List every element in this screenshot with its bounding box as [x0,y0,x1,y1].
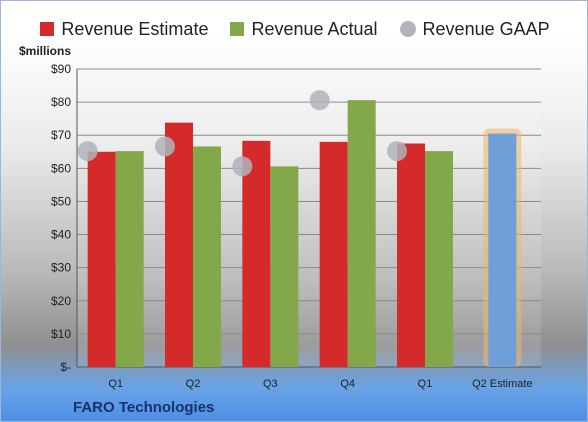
x-tick-label: Q3 [263,378,278,390]
bar-revenue-actual [347,100,376,367]
bar-revenue-actual [425,151,453,367]
y-tick-label: $90 [51,62,71,76]
bar-revenue-estimate [242,140,271,367]
y-tick-label: $20 [51,294,71,308]
bar-revenue-estimate [319,141,348,367]
bar-revenue-actual [193,146,221,367]
x-tick-label: Q1 [108,378,123,390]
legend-label-actual: Revenue Actual [251,18,378,39]
y-tick-label: $80 [51,95,71,109]
y-tick-label: $40 [51,228,71,242]
legend: Revenue Estimate Revenue Actual Revenue … [1,15,588,43]
legend-swatch-estimate [40,22,55,36]
company-name: FARO Technologies [73,399,215,416]
dot-revenue-gaap [387,141,407,162]
bar-revenue-projection [488,133,517,367]
legend-item-gaap: Revenue GAAP [399,18,550,40]
legend-label-estimate: Revenue Estimate [61,18,209,39]
y-tick-label: $30 [51,261,71,275]
y-tick-label: $50 [51,194,71,208]
x-tick-label: Q2 Estimate [472,378,533,390]
dot-revenue-gaap [155,136,175,157]
x-tick-label: Q4 [340,378,355,390]
legend-swatch-gaap [399,21,416,37]
bar-revenue-estimate [87,151,116,367]
x-tick-label: Q1 [418,378,433,390]
legend-label-gaap: Revenue GAAP [422,18,550,39]
y-tick-label: $10 [51,327,71,341]
bar-revenue-estimate [397,143,425,367]
y-tick-label: $60 [51,161,71,175]
y-tick-label: $70 [51,128,71,142]
y-tick-label: $- [60,360,71,374]
dot-revenue-gaap [309,90,330,111]
y-unit-label: $millions [19,44,71,58]
legend-swatch-actual [230,22,245,36]
dot-revenue-gaap [77,141,98,162]
bar-revenue-estimate [165,122,193,367]
plot-background [77,69,541,367]
bar-revenue-actual [270,166,299,367]
legend-item-estimate: Revenue Estimate [40,19,208,40]
legend-item-actual: Revenue Actual [230,18,378,40]
x-tick-label: Q2 [186,378,201,390]
dot-revenue-gaap [232,156,253,177]
bar-revenue-actual [115,151,144,367]
